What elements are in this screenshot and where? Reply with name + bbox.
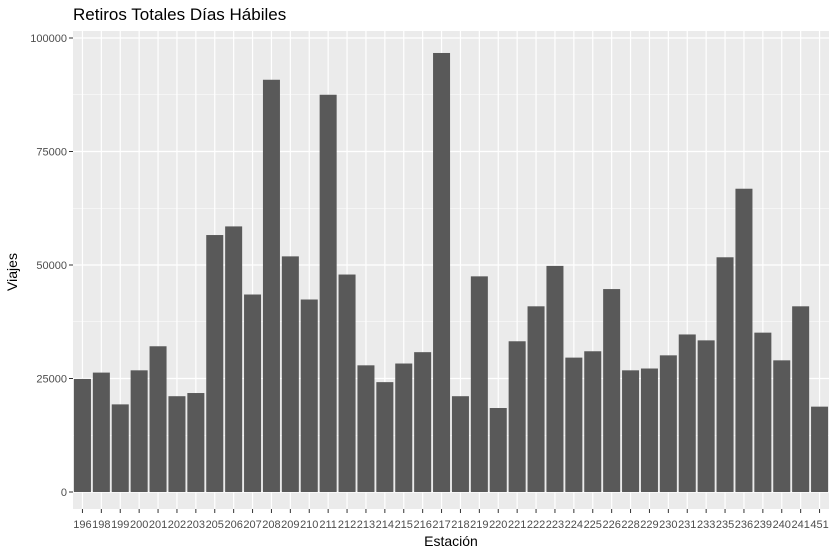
bar xyxy=(130,370,148,492)
bar xyxy=(678,334,696,492)
bar xyxy=(508,341,526,492)
bar xyxy=(187,393,205,492)
bar xyxy=(489,408,507,492)
bar xyxy=(319,94,337,492)
x-tick-label: 212 xyxy=(338,519,356,531)
y-tick-label: 0 xyxy=(61,487,67,499)
x-tick-label: 198 xyxy=(92,519,110,531)
x-tick-label: 215 xyxy=(395,519,413,531)
bar xyxy=(244,294,262,492)
x-tick-label: 221 xyxy=(508,519,526,531)
x-tick-label: 207 xyxy=(243,519,261,531)
x-tick-label: 235 xyxy=(716,519,734,531)
bar xyxy=(659,355,677,492)
bar xyxy=(111,404,129,492)
x-tick-label: 240 xyxy=(773,519,791,531)
bar xyxy=(206,235,224,492)
x-tick-label: 211 xyxy=(319,519,337,531)
bar xyxy=(697,340,715,492)
bar xyxy=(149,346,167,492)
bar xyxy=(811,406,829,492)
bar xyxy=(262,79,280,492)
x-tick-label: 217 xyxy=(432,519,450,531)
bar xyxy=(451,396,469,492)
bar xyxy=(225,226,243,492)
x-axis-ticks: 196 198 199 200 201 202 203 205 206 207 208 209 210 2… xyxy=(73,509,829,531)
x-tick-label: 216 xyxy=(413,519,431,531)
bar xyxy=(527,306,545,492)
x-tick-label: 229 xyxy=(640,519,658,531)
x-tick-label: 224 xyxy=(565,519,583,531)
bar xyxy=(92,372,110,492)
bar xyxy=(640,368,658,492)
x-tick-label: 213 xyxy=(357,519,375,531)
bar xyxy=(395,363,413,492)
bars xyxy=(73,52,829,493)
bar xyxy=(622,370,640,492)
bar xyxy=(338,274,356,492)
x-tick-label: 218 xyxy=(451,519,469,531)
y-axis-ticks: 0 25000 50000 75000 100000 xyxy=(30,33,73,499)
x-tick-label: 199 xyxy=(111,519,129,531)
bar xyxy=(470,276,488,492)
bar xyxy=(168,396,186,492)
x-tick-label: 209 xyxy=(281,519,299,531)
bar xyxy=(754,332,772,492)
chart-title: Retiros Totales Días Hábiles xyxy=(73,5,286,24)
x-tick-label: 451 xyxy=(810,519,828,531)
bar xyxy=(773,360,791,492)
x-tick-label: 208 xyxy=(262,519,280,531)
x-tick-label: 205 xyxy=(206,519,224,531)
x-tick-label: 200 xyxy=(130,519,148,531)
x-tick-label: 220 xyxy=(489,519,507,531)
x-tick-label: 241 xyxy=(791,519,809,531)
bar xyxy=(357,365,375,492)
x-tick-label: 228 xyxy=(621,519,639,531)
y-tick-label: 100000 xyxy=(30,33,67,45)
x-tick-label: 206 xyxy=(224,519,242,531)
y-axis-title: Viajes xyxy=(4,253,20,291)
x-axis-title: Estación xyxy=(424,533,478,549)
y-tick-label: 75000 xyxy=(36,147,67,159)
x-tick-label: 196 xyxy=(73,519,91,531)
bar xyxy=(414,352,432,492)
x-tick-label: 230 xyxy=(659,519,677,531)
x-tick-label: 231 xyxy=(678,519,696,531)
x-tick-label: 222 xyxy=(527,519,545,531)
bar xyxy=(433,52,451,493)
x-tick-label: 210 xyxy=(300,519,318,531)
bar xyxy=(603,289,621,492)
plot-panel xyxy=(73,31,829,509)
x-tick-label: 236 xyxy=(735,519,753,531)
bar xyxy=(546,265,564,492)
x-tick-label: 214 xyxy=(376,519,394,531)
bar xyxy=(792,306,810,492)
x-tick-label: 219 xyxy=(470,519,488,531)
bar xyxy=(281,256,299,492)
x-tick-label: 239 xyxy=(754,519,772,531)
bar xyxy=(376,382,394,492)
bar xyxy=(565,357,583,492)
y-tick-label: 50000 xyxy=(36,260,67,272)
bar xyxy=(735,188,753,492)
y-tick-label: 25000 xyxy=(36,374,67,386)
x-tick-label: 223 xyxy=(546,519,564,531)
bar xyxy=(584,351,602,492)
x-tick-label: 225 xyxy=(584,519,602,531)
x-tick-label: 203 xyxy=(187,519,205,531)
x-tick-label: 202 xyxy=(168,519,186,531)
x-tick-label: 233 xyxy=(697,519,715,531)
bar xyxy=(300,299,318,492)
bar xyxy=(73,378,91,492)
x-tick-label: 201 xyxy=(149,519,167,531)
bar xyxy=(716,257,734,492)
x-tick-label: 226 xyxy=(602,519,620,531)
